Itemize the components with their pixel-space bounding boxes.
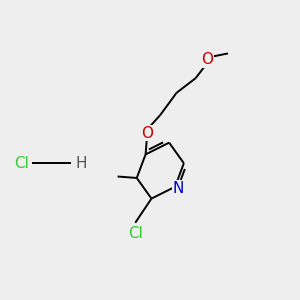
- Text: O: O: [201, 52, 213, 68]
- Text: N: N: [173, 181, 184, 196]
- Text: O: O: [141, 126, 153, 141]
- Text: Cl: Cl: [128, 226, 143, 241]
- Text: Cl: Cl: [14, 156, 29, 171]
- Text: H: H: [75, 156, 87, 171]
